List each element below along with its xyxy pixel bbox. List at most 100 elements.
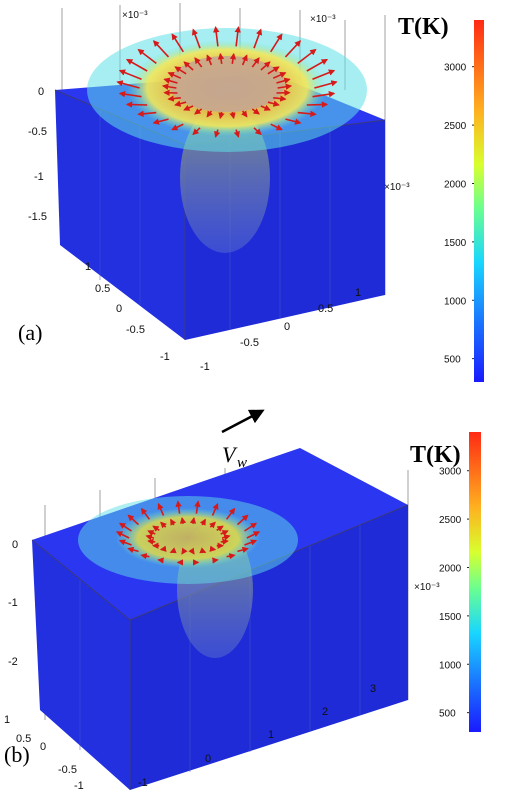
panel-b-y-tick: 1 [4, 714, 10, 726]
colorbar-tick-label: 500 [444, 355, 461, 366]
panel-b-z-tick: 0 [12, 539, 18, 551]
flow-arrow [251, 108, 260, 115]
panel-a-z-tick: -1 [34, 171, 44, 183]
colorbar-tick-label: 1500 [444, 238, 467, 249]
flow-arrow [145, 534, 155, 541]
flow-arrow [209, 545, 217, 552]
panel-a-y-tick: 0 [116, 303, 122, 315]
panel-a-pool-center [169, 56, 285, 112]
flow-arrow [175, 500, 182, 514]
flow-arrow [170, 518, 177, 526]
panel-b-y-tick: 0.5 [16, 733, 31, 745]
flow-arrow [229, 52, 237, 65]
flow-arrow [147, 530, 156, 536]
colorbar-tick-label: 1000 [444, 296, 467, 307]
panel-a-y-tick: 1 [85, 261, 91, 273]
panel-a-z-tick: -0.5 [28, 126, 47, 138]
flow-arrow [297, 110, 317, 117]
panel-b-y-tick: -1 [74, 780, 84, 791]
flow-arrow [206, 110, 213, 118]
panel-a-y-multiplier: ×10⁻³ [310, 14, 336, 25]
panel-a-label: (a) [18, 320, 42, 345]
flow-arrow [246, 531, 261, 539]
flow-arrow [137, 110, 157, 117]
flow-arrow [118, 91, 142, 98]
velocity-label: V [222, 442, 238, 467]
colorbar-tick-label: 500 [439, 709, 456, 720]
colorbar-tick-label: 2000 [444, 179, 467, 190]
flow-arrow [140, 507, 151, 520]
panel-b-colorbar [469, 432, 481, 732]
panel-b-x-tick: 2 [322, 706, 328, 718]
colorbar-tick-label: 2500 [439, 515, 462, 526]
flow-arrow [192, 127, 201, 136]
panel-a-colorbar [474, 20, 484, 382]
flow-arrow [157, 557, 164, 564]
panel-a-z-tick: -1.5 [28, 211, 47, 223]
flow-arrow [115, 531, 130, 539]
flow-arrow [157, 502, 165, 516]
flow-arrow [147, 538, 156, 545]
panel-a-colorbar-ticks: 500 1000 1500 2000 2500 3000 [444, 63, 474, 366]
flow-arrow [181, 547, 188, 555]
flow-arrow [284, 40, 302, 58]
flow-arrow [241, 110, 248, 118]
flow-arrow [285, 118, 302, 125]
panel-b-y-tick: -0.5 [58, 764, 77, 776]
flow-arrow [253, 28, 263, 49]
panel-a-y-tick: -1 [160, 351, 170, 363]
flow-arrow [140, 553, 150, 560]
flow-arrow [125, 101, 148, 108]
flow-arrow [183, 104, 194, 111]
panel-b-y-tick: 0 [40, 741, 46, 753]
flow-arrow [194, 57, 203, 68]
colorbar-tick-label: 3000 [444, 63, 467, 74]
colorbar-tick-label: 1000 [439, 660, 462, 671]
flow-arrow [306, 58, 329, 72]
flow-arrow [179, 517, 187, 524]
flow-arrow [189, 517, 197, 524]
panel-a-x-tick: -0.5 [240, 337, 259, 349]
panel-b-left-face [32, 540, 130, 790]
panel-a: ×10⁻³ ×10⁻³ ×10⁻³ 0 -0.5 -1 -1.5 1 0.5 0… [18, 3, 484, 382]
panel-a-y-tick: 0.5 [95, 283, 110, 295]
flow-arrow [251, 57, 260, 68]
flow-arrow [188, 547, 195, 555]
panel-b-z-tick: -1 [8, 597, 18, 609]
flow-arrow [277, 83, 293, 90]
flow-arrow [297, 48, 317, 65]
flow-arrow [127, 546, 139, 554]
flow-arrow [118, 69, 142, 81]
flow-arrow [220, 538, 229, 545]
flow-arrow [273, 95, 287, 102]
flow-arrow [152, 525, 160, 532]
panel-a-x-multiplier: ×10⁻³ [122, 10, 148, 21]
panel-b-colorbar-title: T(K) [410, 442, 461, 468]
flow-arrow [137, 48, 157, 65]
flow-arrow [127, 514, 140, 526]
flow-arrow [161, 83, 177, 90]
flow-arrow [159, 545, 167, 552]
flow-arrow [194, 108, 203, 115]
flow-arrow [167, 72, 182, 79]
panel-b-label: (b) [4, 742, 30, 767]
flow-arrow [167, 95, 181, 102]
panel-a-flow-arrows [116, 26, 338, 138]
colorbar-tick-label: 2500 [444, 121, 467, 132]
flow-arrow [213, 26, 220, 47]
flow-arrow [118, 539, 132, 546]
flow-arrow [171, 123, 184, 131]
flow-arrow [211, 502, 219, 516]
panel-b-x-tick: -1 [138, 777, 148, 789]
flow-arrow [209, 521, 216, 529]
flow-arrow [229, 111, 236, 120]
panel-a-x-tick: -1 [200, 361, 210, 373]
flow-arrow [152, 40, 170, 58]
flow-arrow [276, 77, 291, 84]
flow-arrow [253, 127, 262, 136]
flow-arrow [306, 101, 329, 108]
flow-arrow [214, 129, 221, 138]
colorbar-tick-label: 2000 [439, 563, 462, 574]
panel-a-colorbar-title: T(K) [398, 14, 449, 40]
